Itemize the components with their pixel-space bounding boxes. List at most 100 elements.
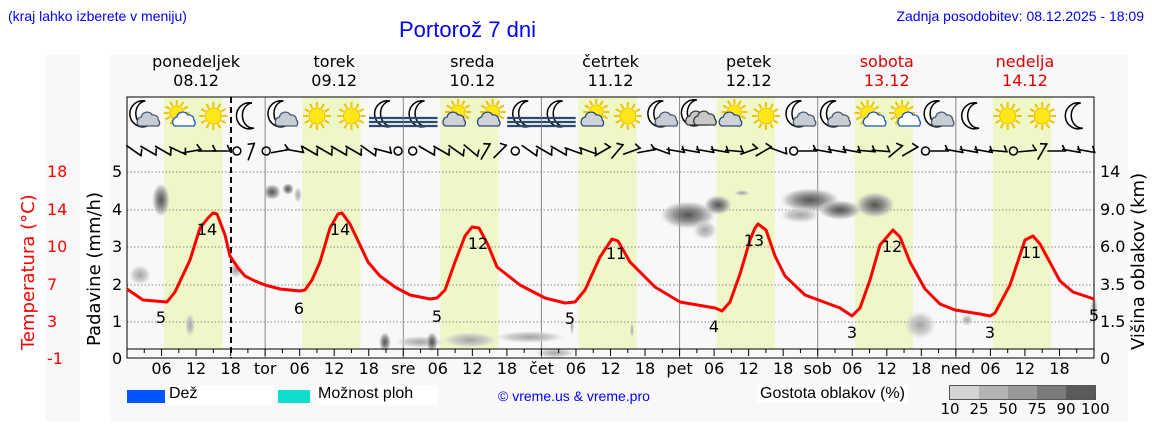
sun-cloud-icon: [580, 99, 610, 127]
x-tick-label: 12: [600, 359, 621, 378]
day-name: četrtek: [582, 52, 639, 71]
region-menu-hint[interactable]: (kraj lahko izberete v meniju): [8, 8, 187, 24]
temperature-label: 5: [156, 308, 166, 327]
x-tick-label: 06: [703, 359, 725, 378]
precip-tick: 2: [112, 275, 123, 294]
cloud-density-blob: [294, 187, 302, 203]
wind-calm-icon: [261, 146, 271, 156]
moon-cloud-big-icon: [680, 99, 717, 127]
temperature-label: 11: [606, 244, 626, 263]
cloud-density-label: Gostota oblakov (%): [757, 385, 908, 403]
cloud-height-tick: 0: [1100, 349, 1111, 368]
wind-barb-icon: [842, 145, 862, 154]
wind-barb-icon: [125, 144, 143, 157]
wind-barb-icon: [622, 143, 642, 156]
cloud-density-swatch: [1008, 386, 1037, 399]
cloud-density-tick: 100: [1081, 400, 1110, 418]
x-tick-label: 18: [911, 359, 932, 378]
cloud-density-tick: 90: [1056, 400, 1076, 418]
cloud-density-blob: [570, 317, 574, 335]
sun-icon: [751, 102, 780, 130]
temp-tick: 7: [47, 275, 58, 294]
sun-cloud-small-icon: [854, 100, 887, 127]
wind-barb-icon: [725, 145, 745, 153]
moon-icon: [960, 102, 980, 130]
daylight-band: [440, 97, 499, 349]
wind-barb-icon: [610, 142, 625, 160]
x-tick-label: 12: [324, 359, 345, 378]
x-tick-label: 06: [427, 359, 448, 378]
daylight-band: [992, 97, 1052, 349]
cloud-density-tick: 50: [998, 400, 1018, 418]
x-tick-label: 18: [1049, 359, 1070, 378]
day-name: ponedeljek: [152, 52, 241, 71]
day-date: 09.12: [311, 71, 358, 90]
wind-barb-icon: [480, 142, 492, 161]
wind-barb-icon: [432, 145, 451, 157]
moon-fog-icon: [507, 100, 542, 128]
wind-barb-icon: [521, 144, 539, 157]
x-tick-label: ned: [940, 359, 971, 378]
temperature-label: 5: [1089, 306, 1099, 325]
x-tick-label: čet: [528, 359, 554, 378]
cloud-height-tick: 9.0: [1100, 200, 1126, 219]
wind-barb-icon: [139, 145, 158, 157]
day-date: 11.12: [587, 71, 634, 90]
cloud-density-blob: [630, 322, 634, 338]
day-name: sobota: [859, 52, 914, 71]
cloud-density-scale: [949, 385, 1096, 400]
wind-barb-icon: [988, 145, 1008, 153]
plot-frame: [126, 96, 1095, 359]
x-tick-label: 12: [876, 359, 897, 378]
day-header-6: nedelja 14.12: [955, 52, 1095, 90]
cloud-density-blob: [229, 262, 243, 278]
temp-tick: 14: [47, 200, 68, 219]
moon-cloud-icon: [647, 100, 679, 128]
wind-barb-icon: [974, 145, 994, 154]
day-name: petek: [725, 52, 772, 71]
moon-fog-icon: [541, 100, 576, 128]
cloud-density-blob: [780, 207, 820, 223]
sun-icon: [1028, 102, 1057, 130]
wind-barb-icon: [182, 143, 202, 154]
x-tick-label: tor: [253, 359, 277, 378]
temp-tick: 10: [47, 237, 68, 256]
wind-barb-icon: [154, 145, 172, 157]
wind-barb-icon: [418, 145, 436, 157]
precip-tick: 3: [112, 237, 123, 256]
wind-barb-icon: [330, 145, 348, 157]
daylight-band: [578, 97, 637, 349]
x-tick-label: sob: [803, 359, 832, 378]
wind-barb-icon: [448, 144, 465, 157]
temperature-label: 12: [468, 234, 488, 253]
moon-fog-icon: [369, 100, 404, 128]
cloud-density-blob: [734, 190, 750, 196]
last-update: Zadnja posodobitev: 08.12.2025 - 18:09: [896, 8, 1144, 24]
day-date: 08.12: [173, 71, 219, 90]
sun-cloud-small-icon: [163, 100, 196, 127]
wind-calm-icon: [788, 146, 799, 156]
wind-barb-icon: [1037, 142, 1048, 161]
wind-barb-icon: [901, 142, 920, 157]
moon-cloud-icon: [819, 100, 851, 128]
wind-barb-icon: [578, 146, 598, 155]
wind-barb-icon: [168, 146, 187, 156]
wind-barb-icon: [247, 142, 256, 161]
cloud-density-blob: [282, 183, 294, 195]
cloud-density-blob: [263, 184, 281, 200]
moon-cloud-icon: [129, 100, 161, 128]
cloud-height-tick: 6.0: [1100, 237, 1126, 256]
day-date: 14.12: [1002, 71, 1048, 90]
temperature-label: 14: [197, 220, 217, 239]
x-tick-label: 06: [842, 359, 863, 378]
sun-cloud-icon: [476, 99, 506, 127]
cloud-density-tick: 75: [1027, 400, 1047, 418]
copyright-link[interactable]: © vreme.us & vreme.pro: [498, 388, 650, 404]
x-tick-label: 06: [151, 359, 172, 378]
cloud-height-tick: 14: [1100, 162, 1121, 181]
wind-barb-icon: [550, 145, 568, 157]
sun-cloud-icon: [718, 99, 748, 127]
day-header-4: petek 12.12: [679, 52, 819, 90]
page-title: Portorož 7 dni: [399, 17, 536, 42]
day-date: 13.12: [863, 71, 910, 90]
